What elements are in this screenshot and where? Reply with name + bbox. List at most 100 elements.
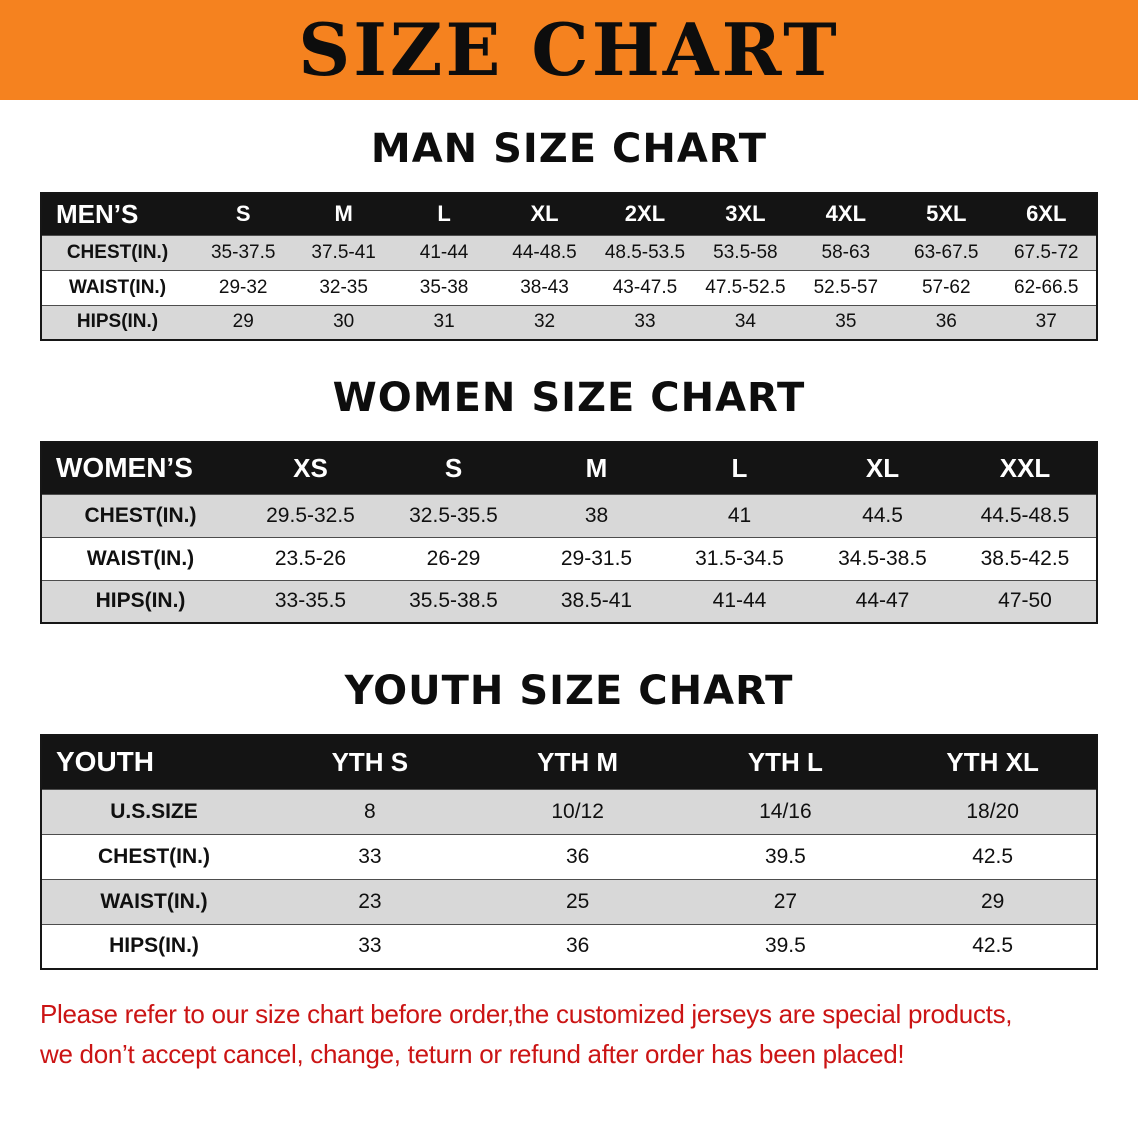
- row-label: HIPS(IN.): [109, 934, 199, 958]
- size-value-cell: 44-47: [855, 589, 910, 613]
- size-column-header: 2XL: [594, 193, 696, 235]
- size-value-cell: 39.5: [764, 844, 806, 868]
- size-value-cell: 41-44: [419, 241, 469, 263]
- size-value-cell: 41-44: [712, 589, 767, 613]
- row-label: WAIST(IN.): [100, 889, 208, 913]
- size-column-header: L: [393, 193, 495, 235]
- youth-size-chart-heading: YOUTH SIZE CHART: [344, 668, 794, 714]
- size-value-cell: 41: [727, 503, 752, 527]
- size-value-cell: 37.5-41: [311, 241, 376, 263]
- man-size-chart-section: MAN SIZE CHART MEN’S S M L XL 2XL 3XL 4XL 5XL 6XL…: [0, 126, 1138, 341]
- size-value-cell: 38.5-42.5: [980, 546, 1070, 570]
- size-value-cell: 35: [835, 311, 857, 333]
- table-row: U.S.SIZE 8 10/12 14/16 18/20: [41, 789, 1097, 834]
- size-column-header: S: [193, 193, 294, 235]
- size-value-cell: 42.5: [972, 844, 1014, 868]
- size-value-cell: 29: [980, 889, 1005, 913]
- size-value-cell: 33: [634, 311, 656, 333]
- footer-note-line-2: we don’t accept cancel, change, teturn o…: [40, 1039, 905, 1069]
- size-value-cell: 25: [565, 889, 590, 913]
- size-value-cell: 44-48.5: [512, 241, 577, 263]
- banner-title: SIZE CHART: [298, 7, 840, 92]
- size-value-cell: 27: [773, 889, 798, 913]
- size-value-cell: 18/20: [966, 799, 1019, 823]
- size-value-cell: 35.5-38.5: [409, 589, 498, 613]
- size-value-cell: 47.5-52.5: [705, 276, 786, 298]
- size-value-cell: 29.5-32.5: [266, 503, 355, 527]
- table-header-row: YOUTH YTH S YTH M YTH L YTH XL: [41, 735, 1097, 789]
- size-value-cell: 38: [584, 503, 609, 527]
- size-value-cell: 31.5-34.5: [695, 546, 784, 570]
- size-value-cell: 42.5: [972, 934, 1014, 958]
- size-value-cell: 39.5: [764, 934, 806, 958]
- men-size-table: MEN’S S M L XL 2XL 3XL 4XL 5XL 6XL CHEST(IN.) 35-37…: [40, 192, 1098, 341]
- size-value-cell: 34.5-38.5: [838, 546, 927, 570]
- size-value-cell: 34: [734, 311, 756, 333]
- size-value-cell: 26-29: [426, 546, 481, 570]
- size-value-cell: 32-35: [319, 276, 368, 298]
- size-column-header: 4XL: [795, 193, 897, 235]
- size-value-cell: 44.5-48.5: [980, 503, 1070, 527]
- size-value-cell: 58-63: [821, 241, 871, 263]
- size-value-cell: 36: [935, 311, 957, 333]
- size-value-cell: 33-35.5: [274, 589, 347, 613]
- size-value-cell: 32: [533, 311, 556, 333]
- size-column-header: S: [382, 442, 525, 494]
- women-size-table: WOMEN’S XS S M L XL XXL CHEST(IN.) 29.5-32.5 32.5…: [40, 441, 1098, 624]
- size-column-header: 6XL: [996, 193, 1097, 235]
- row-label: HIPS(IN.): [76, 311, 159, 333]
- row-label: U.S.SIZE: [110, 799, 198, 823]
- size-value-cell: 29-32: [218, 276, 268, 298]
- size-value-cell: 43-47.5: [612, 276, 678, 298]
- size-value-cell: 23.5-26: [274, 546, 347, 570]
- size-value-cell: 35-38: [419, 276, 469, 298]
- table-row: CHEST(IN.) 29.5-32.5 32.5-35.5 38 41 44.5 44.5…: [41, 494, 1097, 537]
- size-column-header: YTH M: [473, 735, 682, 789]
- footer-note-line-1: Please refer to our size chart before or…: [40, 999, 1013, 1029]
- size-value-cell: 10/12: [551, 799, 604, 823]
- size-chart-banner: SIZE CHART: [0, 0, 1138, 100]
- size-column-header: 3XL: [695, 193, 796, 235]
- size-value-cell: 33: [358, 844, 382, 868]
- row-label: HIPS(IN.): [95, 589, 186, 613]
- row-label: CHEST(IN.): [66, 241, 169, 263]
- table-row: HIPS(IN.) 33 36 39.5 42.5: [41, 924, 1097, 969]
- women-size-chart-heading: WOMEN SIZE CHART: [332, 375, 806, 421]
- size-value-cell: 62-66.5: [1014, 276, 1079, 298]
- table-row: WAIST(IN.) 23 25 27 29: [41, 879, 1097, 924]
- size-value-cell: 36: [565, 844, 590, 868]
- size-value-cell: 23: [358, 889, 382, 913]
- footer-note: Please refer to our size chart before or…: [40, 994, 1110, 1074]
- size-column-header: 5XL: [896, 193, 997, 235]
- table-row: CHEST(IN.) 35-37.5 37.5-41 41-44 44-48.5 48.5…: [41, 235, 1097, 270]
- table-row: WAIST(IN.) 23.5-26 26-29 29-31.5 31.5-34.5 34…: [41, 537, 1097, 580]
- size-value-cell: 57-62: [921, 276, 971, 298]
- table-row: WAIST(IN.) 29-32 32-35 35-38 38-43 43-47.5 47.…: [41, 270, 1097, 305]
- size-value-cell: 37: [1035, 311, 1057, 333]
- size-value-cell: 47-50: [998, 589, 1052, 613]
- size-value-cell: 67.5-72: [1014, 241, 1079, 263]
- size-value-cell: 14/16: [759, 799, 812, 823]
- row-label: WAIST(IN.): [68, 276, 167, 298]
- size-value-cell: 8: [364, 799, 376, 823]
- size-column-header: M: [293, 193, 394, 235]
- size-column-header: YTH L: [681, 735, 890, 789]
- youth-size-chart-section: YOUTH SIZE CHART YOUTH YTH S YTH M YTH L YTH…: [0, 668, 1138, 970]
- size-value-cell: 29: [232, 311, 254, 333]
- table-row: CHEST(IN.) 33 36 39.5 42.5: [41, 834, 1097, 879]
- size-value-cell: 63-67.5: [914, 241, 979, 263]
- youth-size-table: YOUTH YTH S YTH M YTH L YTH XL U.S.SIZE 8 10/12…: [40, 734, 1098, 970]
- row-label: CHEST(IN.): [98, 844, 210, 868]
- size-column-header: XL: [811, 442, 954, 494]
- size-column-header: XS: [239, 442, 382, 494]
- size-value-cell: 30: [333, 311, 355, 333]
- size-value-cell: 53.5-58: [713, 241, 778, 263]
- table-row: HIPS(IN.) 29 30 31 32 33 34 35 36 37: [41, 305, 1097, 340]
- row-label: WAIST(IN.): [86, 546, 195, 570]
- man-size-chart-heading: MAN SIZE CHART: [370, 126, 768, 172]
- table-header-row: WOMEN’S XS S M L XL XXL: [41, 442, 1097, 494]
- size-column-header: XL: [494, 193, 595, 235]
- size-value-cell: 31: [433, 311, 455, 333]
- size-value-cell: 48.5-53.5: [604, 241, 686, 263]
- size-value-cell: 35-37.5: [210, 241, 276, 263]
